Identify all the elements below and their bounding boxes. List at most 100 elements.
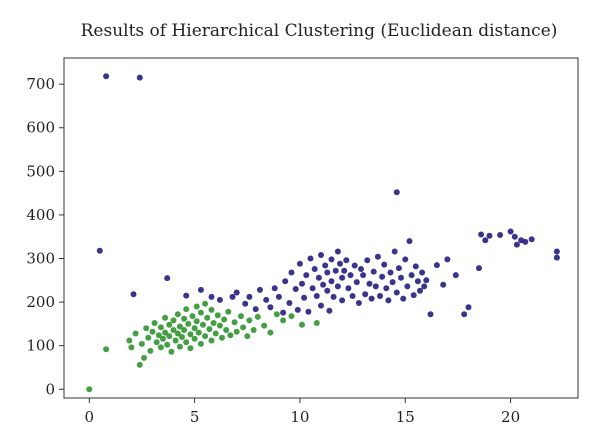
cluster-1-point [330, 293, 337, 300]
cluster-2-point [157, 344, 164, 351]
cluster-1-point [507, 228, 514, 235]
cluster-2-point [221, 316, 228, 323]
x-axis: 0 5 10 15 20 [85, 398, 520, 426]
cluster-2-point [202, 300, 209, 307]
cluster-2-point [181, 315, 188, 322]
y-tick-label: 700 [26, 75, 55, 93]
cluster-2-point [170, 317, 177, 324]
y-tick-label: 600 [26, 119, 55, 137]
cluster-2-point [288, 313, 295, 320]
cluster-1-point [370, 268, 377, 275]
cluster-1-point [486, 232, 493, 239]
cluster-1-point [513, 241, 520, 248]
cluster-2-point [208, 306, 215, 313]
cluster-1-point [233, 289, 240, 296]
cluster-1-point [296, 260, 303, 267]
cluster-2-point [273, 311, 280, 318]
cluster-2-point [162, 314, 169, 321]
cluster-1-point [400, 295, 407, 302]
cluster-2-points [86, 300, 320, 393]
cluster-1-point [444, 256, 451, 263]
cluster-2-point [145, 334, 152, 341]
x-tick-label: 0 [85, 408, 95, 426]
cluster-2-point [212, 330, 219, 337]
cluster-2-point [219, 334, 225, 341]
chart-title: Results of Hierarchical Clustering (Eucl… [81, 21, 558, 41]
cluster-1-point [389, 279, 396, 286]
cluster-2-point [174, 330, 181, 337]
cluster-2-point [214, 312, 221, 319]
cluster-2-point [170, 327, 177, 333]
cluster-1-point [303, 272, 310, 279]
cluster-2-point [103, 346, 110, 353]
cluster-2-point [172, 337, 179, 344]
cluster-1-point [96, 247, 103, 254]
cluster-1-point [414, 278, 421, 285]
cluster-1-point [324, 287, 331, 294]
cluster-1-point [452, 272, 459, 279]
cluster-1-point [417, 287, 423, 294]
cluster-2-point [246, 317, 253, 324]
cluster-1-point [275, 293, 282, 300]
cluster-2-point [313, 320, 320, 326]
cluster-1-point [286, 300, 293, 306]
cluster-2-point [206, 326, 213, 333]
cluster-1-point [372, 283, 379, 290]
cluster-1-point [263, 296, 270, 303]
cluster-2-point [250, 327, 257, 333]
cluster-1-point [379, 273, 386, 280]
cluster-1-point [465, 304, 472, 311]
cluster-1-point [294, 306, 301, 313]
cluster-1-point [197, 286, 204, 293]
cluster-1-point [377, 293, 383, 299]
cluster-1-point [402, 256, 409, 263]
cluster-2-point [202, 333, 209, 340]
y-tick-label: 100 [26, 337, 55, 355]
y-tick-label: 0 [45, 380, 55, 398]
cluster-1-point [366, 280, 373, 287]
cluster-1-point [334, 248, 341, 255]
cluster-1-point [362, 291, 369, 298]
x-tick-label: 10 [290, 408, 309, 426]
cluster-1-point [328, 278, 335, 285]
cluster-1-point [341, 267, 348, 274]
cluster-1-point [410, 292, 417, 299]
y-tick-label: 200 [26, 293, 55, 311]
cluster-2-point [254, 313, 261, 320]
cluster-1-point [183, 292, 190, 299]
cluster-2-point [136, 361, 143, 368]
cluster-2-point [128, 344, 135, 351]
cluster-2-point [299, 321, 305, 328]
cluster-1-point [360, 272, 367, 279]
cluster-2-point [223, 327, 230, 333]
cluster-1-point [339, 297, 346, 304]
cluster-1-point [398, 274, 404, 281]
data-points [86, 73, 560, 393]
cluster-1-point [252, 306, 259, 313]
cluster-1-point [423, 277, 430, 284]
cluster-1-point [309, 285, 316, 292]
plot-frame [63, 57, 579, 399]
cluster-1-point [478, 231, 485, 238]
cluster-2-point [147, 347, 154, 354]
cluster-1-point [349, 293, 356, 299]
cluster-2-point [138, 340, 145, 347]
cluster-1-point [318, 252, 324, 258]
cluster-2-point [227, 332, 234, 339]
cluster-1-point [433, 262, 440, 269]
cluster-1-point [511, 233, 518, 240]
cluster-1-point [242, 300, 249, 307]
cluster-2-point [151, 320, 158, 326]
cluster-1-point [313, 293, 320, 299]
cluster-1-point [320, 281, 327, 288]
cluster-1-point [339, 274, 346, 281]
cluster-2-point [187, 345, 194, 352]
cluster-2-point [185, 320, 192, 327]
cluster-1-point [393, 189, 400, 196]
cluster-1-point [307, 255, 314, 262]
cluster-1-point [256, 286, 263, 293]
y-tick-label: 300 [26, 250, 55, 268]
cluster-2-point [189, 313, 196, 320]
cluster-1-point [381, 261, 388, 268]
cluster-1-point [229, 293, 236, 300]
